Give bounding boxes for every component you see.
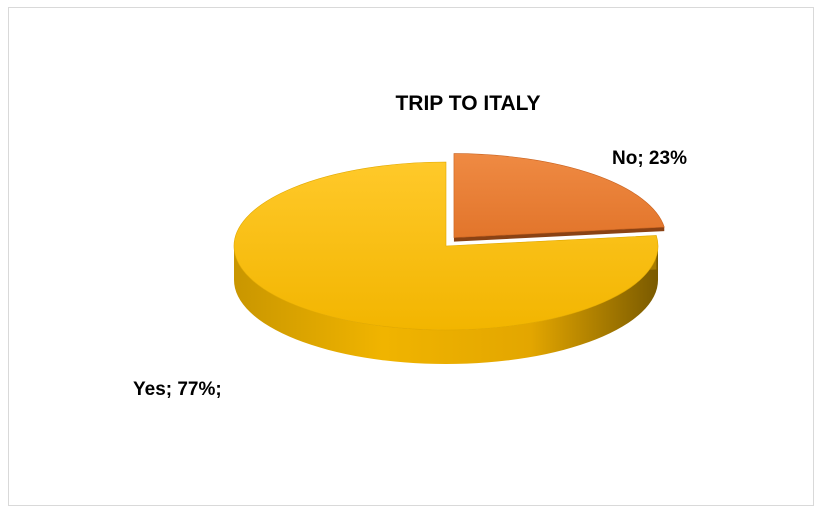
pie-slice-no bbox=[453, 153, 665, 238]
pie-slice-no-edge bbox=[453, 227, 665, 242]
pie-slice-yes bbox=[233, 161, 659, 331]
chart-title: TRIP TO ITALY bbox=[395, 92, 540, 115]
data-label-yes: Yes; 77%; bbox=[133, 379, 222, 400]
pie-slice-yes-side bbox=[234, 246, 658, 364]
data-label-no: No; 23% bbox=[612, 148, 687, 169]
